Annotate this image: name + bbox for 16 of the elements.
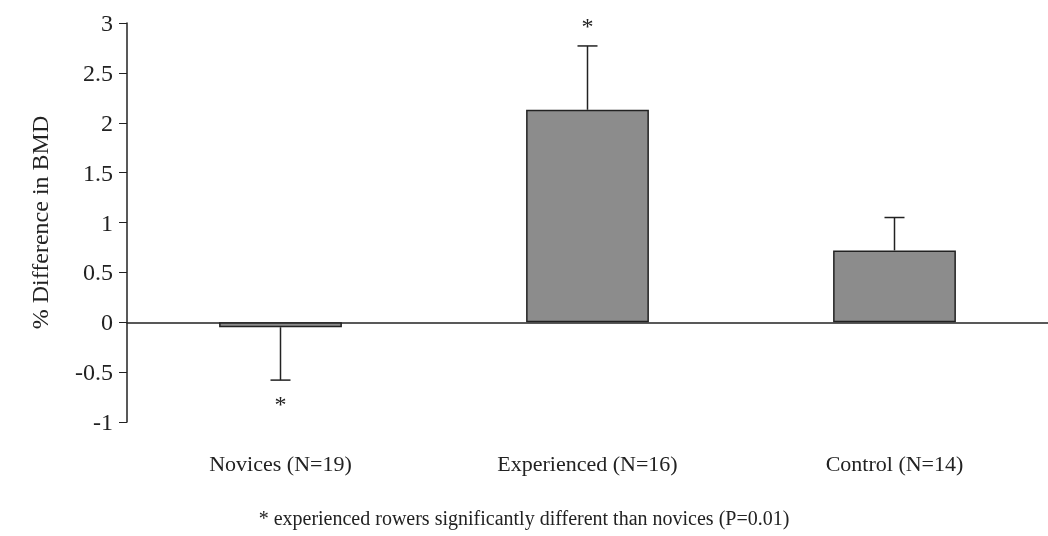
x-tick-label: Experienced (N=16) — [497, 450, 678, 476]
y-tick-label: 3 — [101, 10, 113, 36]
y-tick-label: 1.5 — [83, 159, 113, 186]
y-tick-label: -1 — [93, 409, 113, 435]
annotation: * — [274, 391, 287, 418]
y-tick-label: -0.5 — [75, 359, 113, 386]
x-tick-label: Novices (N=19) — [209, 450, 352, 476]
y-tick-label: 0.5 — [83, 259, 113, 286]
y-tick-label: 1 — [101, 209, 113, 236]
text: * experienced rowers significantly different than novices (P=0.01) — [258, 507, 790, 530]
y-tick-label: 0 — [101, 309, 113, 336]
y-axis-title: % Difference in BMD — [27, 115, 53, 330]
y-tick-label: 2 — [101, 109, 113, 136]
y-tick-label: 2.5 — [83, 59, 113, 86]
annotation: * — [581, 12, 594, 39]
x-tick-label: Control (N=14) — [825, 450, 964, 476]
